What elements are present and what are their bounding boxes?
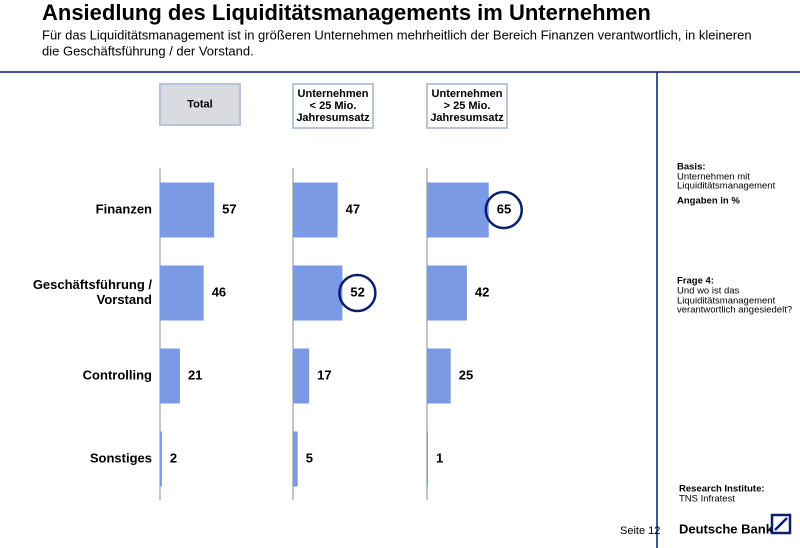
category-label: Controlling [83, 367, 152, 382]
bar [293, 265, 343, 321]
bar [160, 265, 204, 321]
bar [160, 431, 162, 487]
value-label: 17 [317, 367, 331, 382]
value-label: 2 [170, 450, 177, 465]
sidebar-text: verantwortlich angesiedelt? [677, 305, 792, 316]
value-label: 47 [346, 201, 360, 216]
value-label: 42 [475, 284, 489, 299]
panel-header [292, 83, 374, 129]
panel-title: Unternehmen [432, 88, 503, 100]
brand: Deutsche Bank [679, 521, 774, 536]
panel-header [159, 83, 241, 126]
panel-title: Jahresumsatz [296, 112, 370, 124]
sidebar-text: Und wo ist das [677, 286, 740, 297]
category-label: Finanzen [96, 201, 152, 216]
highlight-ring [338, 273, 377, 313]
slide-title: Ansiedlung des Liquiditätsmanagements im… [42, 0, 651, 25]
value-label: 57 [222, 201, 236, 216]
panel-header [426, 83, 508, 129]
sidebar-text: TNS Infratest [679, 494, 735, 505]
value-label: 1 [436, 450, 443, 465]
panel-title: < 25 Mio. [310, 100, 357, 112]
sidebar-text: Liquiditätsmanagement [677, 181, 776, 192]
panel-title: > 25 Mio. [444, 100, 491, 112]
sidebar-text: Unternehmen mit [677, 172, 750, 183]
value-label: 65 [497, 201, 511, 216]
subtitle: die Geschäftsführung / der Vorstand. [42, 43, 254, 58]
value-label: 21 [188, 367, 202, 382]
bar [427, 182, 489, 238]
sidebar-heading: Research Institute: [679, 484, 765, 495]
sidebar: Basis: Unternehmen mit Liquiditätsmanage… [677, 162, 792, 505]
bar [427, 431, 428, 487]
bar [427, 348, 451, 404]
page-number: Seite 12 [620, 525, 660, 537]
sidebar-text: Liquiditätsmanagement [677, 296, 776, 307]
category-label: Sonstiges [90, 450, 152, 465]
bar [160, 348, 180, 404]
sidebar-heading: Basis: [677, 162, 706, 173]
panel-title: Jahresumsatz [430, 112, 504, 124]
bar [293, 348, 310, 404]
value-label: 5 [306, 450, 313, 465]
value-label: 46 [212, 284, 226, 299]
value-label: 25 [459, 367, 473, 382]
bar [427, 265, 467, 321]
category-label: Vorstand [97, 292, 152, 307]
category-label: Geschäftsführung / [33, 277, 153, 292]
logo [770, 513, 792, 535]
highlight-ring [484, 190, 523, 230]
value-label: 52 [350, 284, 364, 299]
bar [293, 431, 298, 487]
panel-title: Total [187, 98, 212, 110]
sidebar-text: Angaben in % [677, 196, 740, 207]
subtitle: Für das Liquiditätsmanagement ist in grö… [42, 27, 752, 42]
bar [160, 182, 215, 238]
panel-title: Unternehmen [298, 88, 369, 100]
bar [293, 182, 338, 238]
sidebar-heading: Frage 4: [677, 276, 714, 287]
